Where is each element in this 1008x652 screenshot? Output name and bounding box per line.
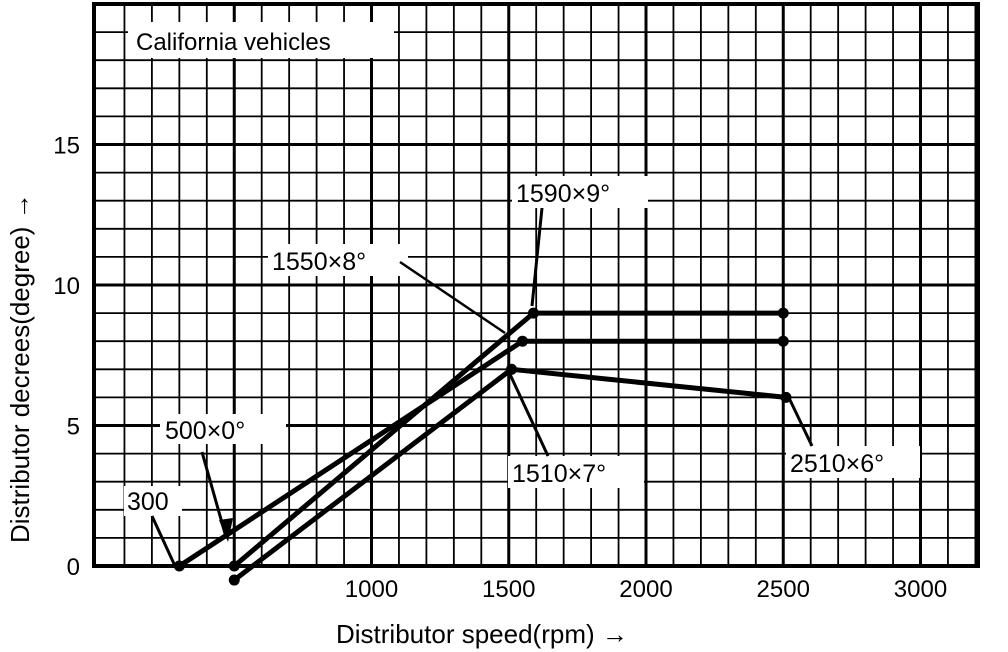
y-tick-label: 0	[67, 554, 80, 581]
svg-text:1510×7°: 1510×7°	[512, 460, 606, 488]
annotations: 300 500×0° 1550×8° 1590×9° 1510×7° 2510×…	[124, 176, 920, 567]
svg-text:300: 300	[127, 488, 169, 516]
data-point	[228, 560, 240, 572]
svg-text:1590×9°: 1590×9°	[516, 180, 610, 208]
y-tick-label: 10	[53, 273, 80, 300]
svg-text:2510×6°: 2510×6°	[790, 450, 884, 478]
data-point	[516, 335, 528, 347]
grid	[94, 4, 978, 566]
x-tick-label: 2000	[619, 576, 672, 603]
svg-text:1550×8°: 1550×8°	[272, 248, 366, 276]
x-tick-label: 3000	[894, 576, 947, 603]
data-points	[173, 307, 792, 586]
title-box	[128, 22, 394, 58]
annotation-2510x6: 2510×6°	[786, 399, 920, 478]
data-point	[777, 335, 789, 347]
y-tick-label: 15	[53, 133, 80, 160]
data-point	[505, 363, 517, 375]
series-lines	[178, 310, 787, 582]
annotation-300: 300	[124, 486, 182, 567]
data-point	[173, 560, 185, 572]
data-point	[527, 307, 539, 319]
annotation-500x0: 500×0°	[160, 414, 286, 542]
svg-text:500×0°: 500×0°	[165, 417, 245, 445]
plot-frame	[92, 2, 980, 568]
x-tick-label: 1000	[345, 576, 398, 603]
chart-title: California vehicles	[136, 29, 331, 56]
annotation-1590x9: 1590×9°	[512, 176, 648, 307]
y-axis-label: Distributor decrees(degree) →	[5, 193, 35, 543]
annotation-1510x7: 1510×7°	[506, 369, 644, 488]
y-tick-label: 5	[67, 414, 80, 441]
data-point	[228, 574, 240, 586]
x-tick-label: 1500	[482, 576, 535, 603]
x-tick-labels: 1000 1500 2000 2500 3000	[345, 576, 947, 603]
data-point	[780, 391, 792, 403]
annotation-1550x8: 1550×8°	[268, 244, 506, 335]
x-axis-label: Distributor speed(rpm) →	[336, 619, 628, 649]
y-tick-labels: 0 5 10 15	[53, 133, 80, 582]
x-tick-label: 2500	[757, 576, 810, 603]
data-point	[777, 307, 789, 319]
